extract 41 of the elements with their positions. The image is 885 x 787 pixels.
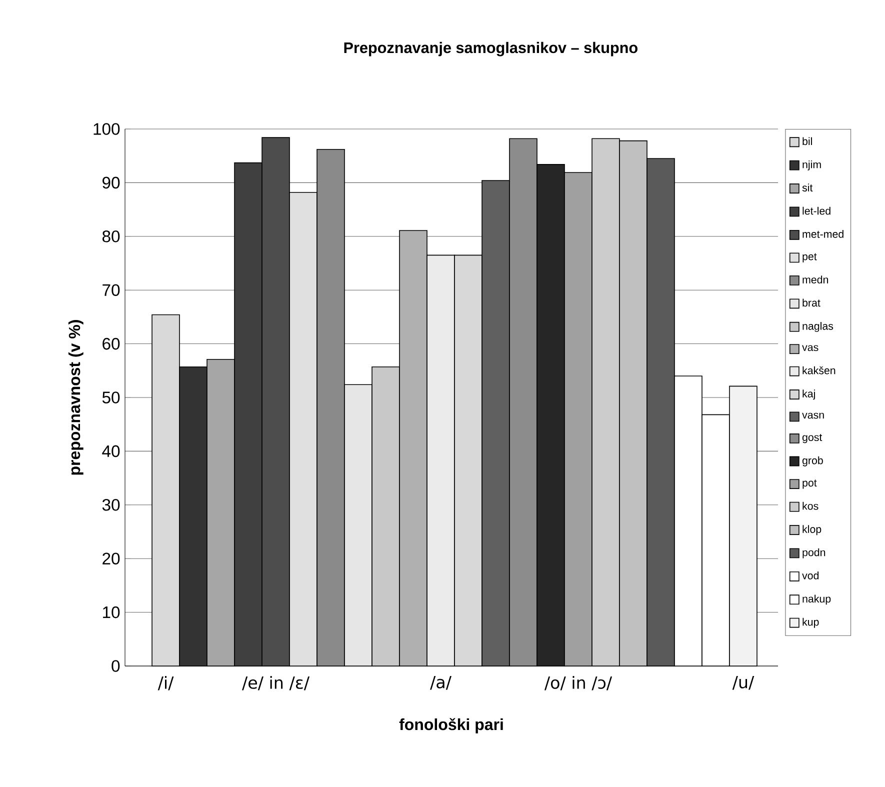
y-tick-label: 60 [102,338,120,350]
legend-label: brat [802,298,820,307]
y-tick-label: 40 [102,445,120,458]
y-tick-label: 10 [103,606,120,618]
y-tick-label: 70 [102,284,120,296]
legend-label: pot [802,480,817,489]
legend-label: met-med [802,230,844,238]
legend-label: sit [802,184,813,192]
legend-label: kup [802,618,819,628]
legend-label: bil [802,137,812,146]
legend-label: naglas [802,322,834,332]
x-tick-label: /o/ in /ɔ/ [544,676,612,690]
legend-label: pet [802,253,817,262]
legend-label: grob [802,456,823,466]
legend-label: kos [802,502,818,510]
y-axis-title: prepoznavnost (v %) [68,320,84,475]
x-axis-title: fonološki pari [399,718,503,734]
y-tick-label: 90 [102,176,120,189]
chart-title: Prepoznavanje samoglasnikov – skupno [344,42,638,56]
y-tick-label: 80 [102,230,120,242]
y-tick-label: 0 [112,660,120,672]
legend-label: podn [802,548,826,558]
legend-label: klop [802,525,822,536]
y-tick-label: 100 [94,123,120,135]
legend-label: vas [802,345,818,352]
legend-label: let-led [802,206,830,215]
y-tick-label: 50 [102,392,120,404]
legend-label: kakšen [802,366,836,374]
legend-label: gost [802,434,822,444]
y-tick-label: 20 [102,552,120,564]
legend-label: nakup [802,594,831,605]
legend-label: vod [802,572,819,580]
legend-label: vasn [802,412,824,419]
x-tick-label: /u/ [732,676,754,690]
x-tick-label: /a/ [430,676,452,690]
x-tick-label: /e/ in /ɛ/ [242,676,310,690]
x-tick-label: /i/ [158,676,174,690]
legend-label: medn [802,276,828,284]
y-tick-label: 30 [102,498,120,511]
legend-label: njim [802,160,821,170]
legend-label: kaj [802,390,815,400]
